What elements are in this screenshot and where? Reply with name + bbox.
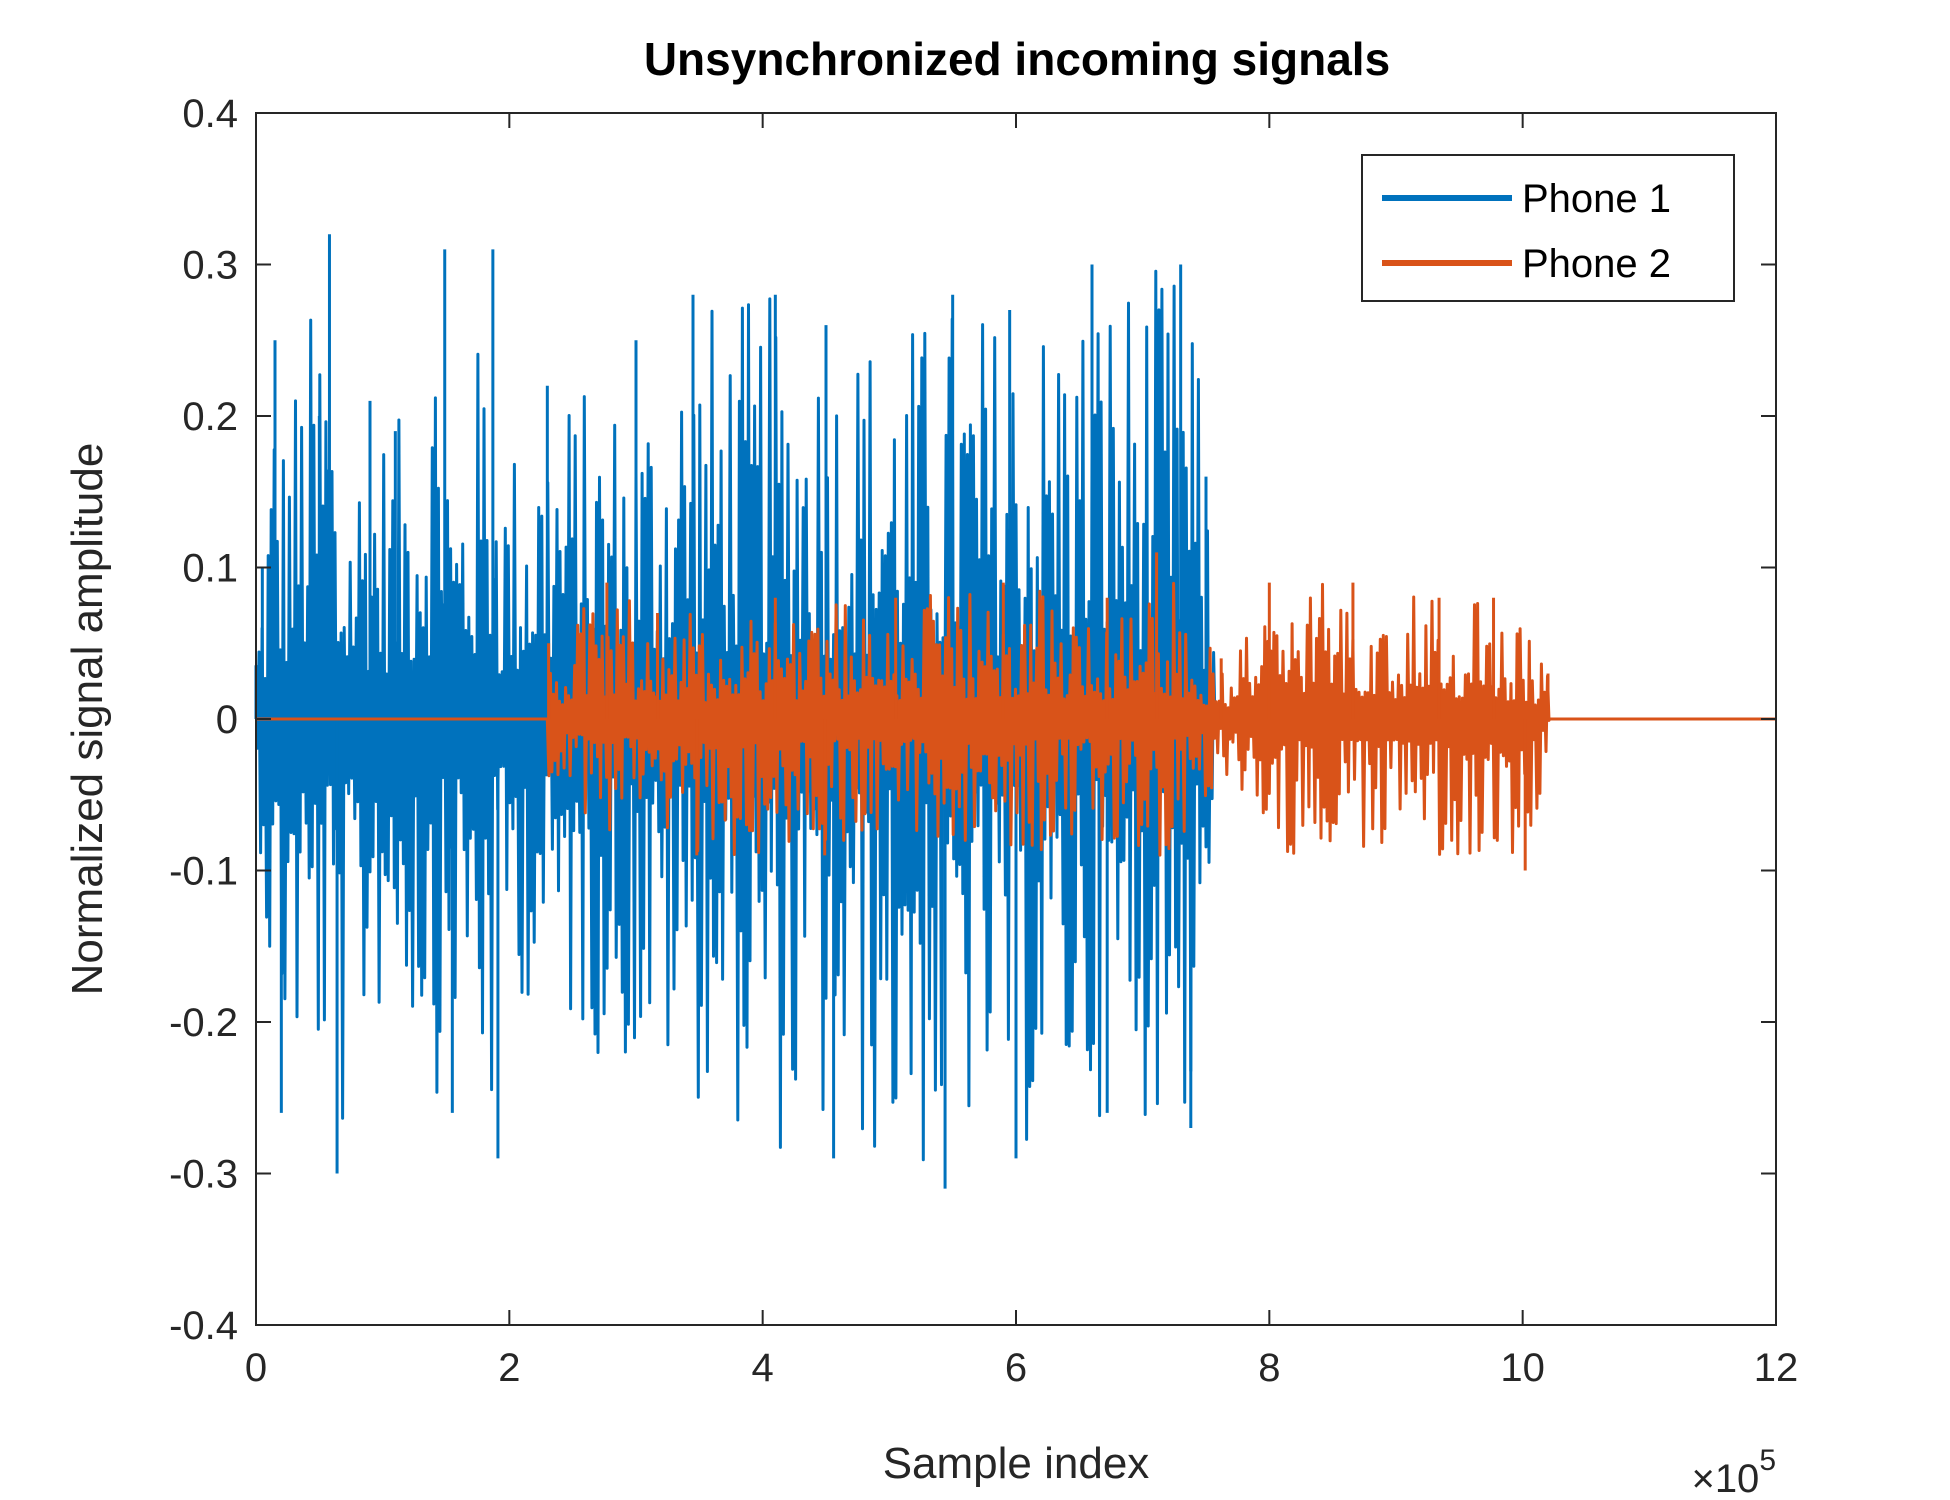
series-2 [256, 552, 1776, 871]
x-tick-labels: 0 2 4 6 8 10 12 [245, 1346, 1798, 1390]
y-tick-label: 0 [216, 698, 238, 742]
series-1 [254, 234, 1776, 1189]
legend-label-phone-1: Phone 1 [1522, 177, 1671, 221]
x-tick-label: 8 [1258, 1346, 1280, 1390]
x-tick-label: 10 [1500, 1346, 1545, 1390]
y-tick-labels: -0.4 -0.3 -0.2 -0.1 0 0.1 0.2 0.3 0.4 [169, 92, 238, 1348]
series-line-2 [256, 581, 1776, 857]
x-tick-label: 2 [498, 1346, 520, 1390]
y-tick-label: -0.1 [169, 850, 238, 894]
chart-title: Unsynchronized incoming signals [644, 33, 1390, 85]
series-layer [254, 234, 1776, 1189]
y-axis-label: Normalized signal amplitude [63, 443, 112, 996]
y-tick-label: -0.4 [169, 1304, 238, 1348]
axes-box [255, 112, 1777, 1326]
x-tick-label: 6 [1005, 1346, 1027, 1390]
y-tick-label: 0.1 [182, 547, 238, 591]
series-line-1 [254, 269, 1776, 1162]
x-axis-exponent-power: 5 [1759, 1444, 1776, 1477]
x-tick-label: 4 [752, 1346, 774, 1390]
x-axis-exponent-base: ×10 [1691, 1457, 1759, 1500]
x-axis-label: Sample index [883, 1439, 1150, 1488]
y-tick-label: 0.3 [182, 244, 238, 288]
legend-box [1361, 154, 1735, 302]
x-tick-label: 12 [1754, 1346, 1799, 1390]
y-tick-label: 0.2 [182, 395, 238, 439]
legend-label-phone-2: Phone 2 [1522, 242, 1671, 286]
x-axis-exponent: ×105 [1691, 1444, 1776, 1500]
legend: Phone 1 Phone 2 [1361, 154, 1735, 302]
x-tick-label: 0 [245, 1346, 267, 1390]
y-tick-label: -0.3 [169, 1153, 238, 1197]
y-tick-label: 0.4 [182, 92, 238, 136]
y-tick-label: -0.2 [169, 1001, 238, 1045]
